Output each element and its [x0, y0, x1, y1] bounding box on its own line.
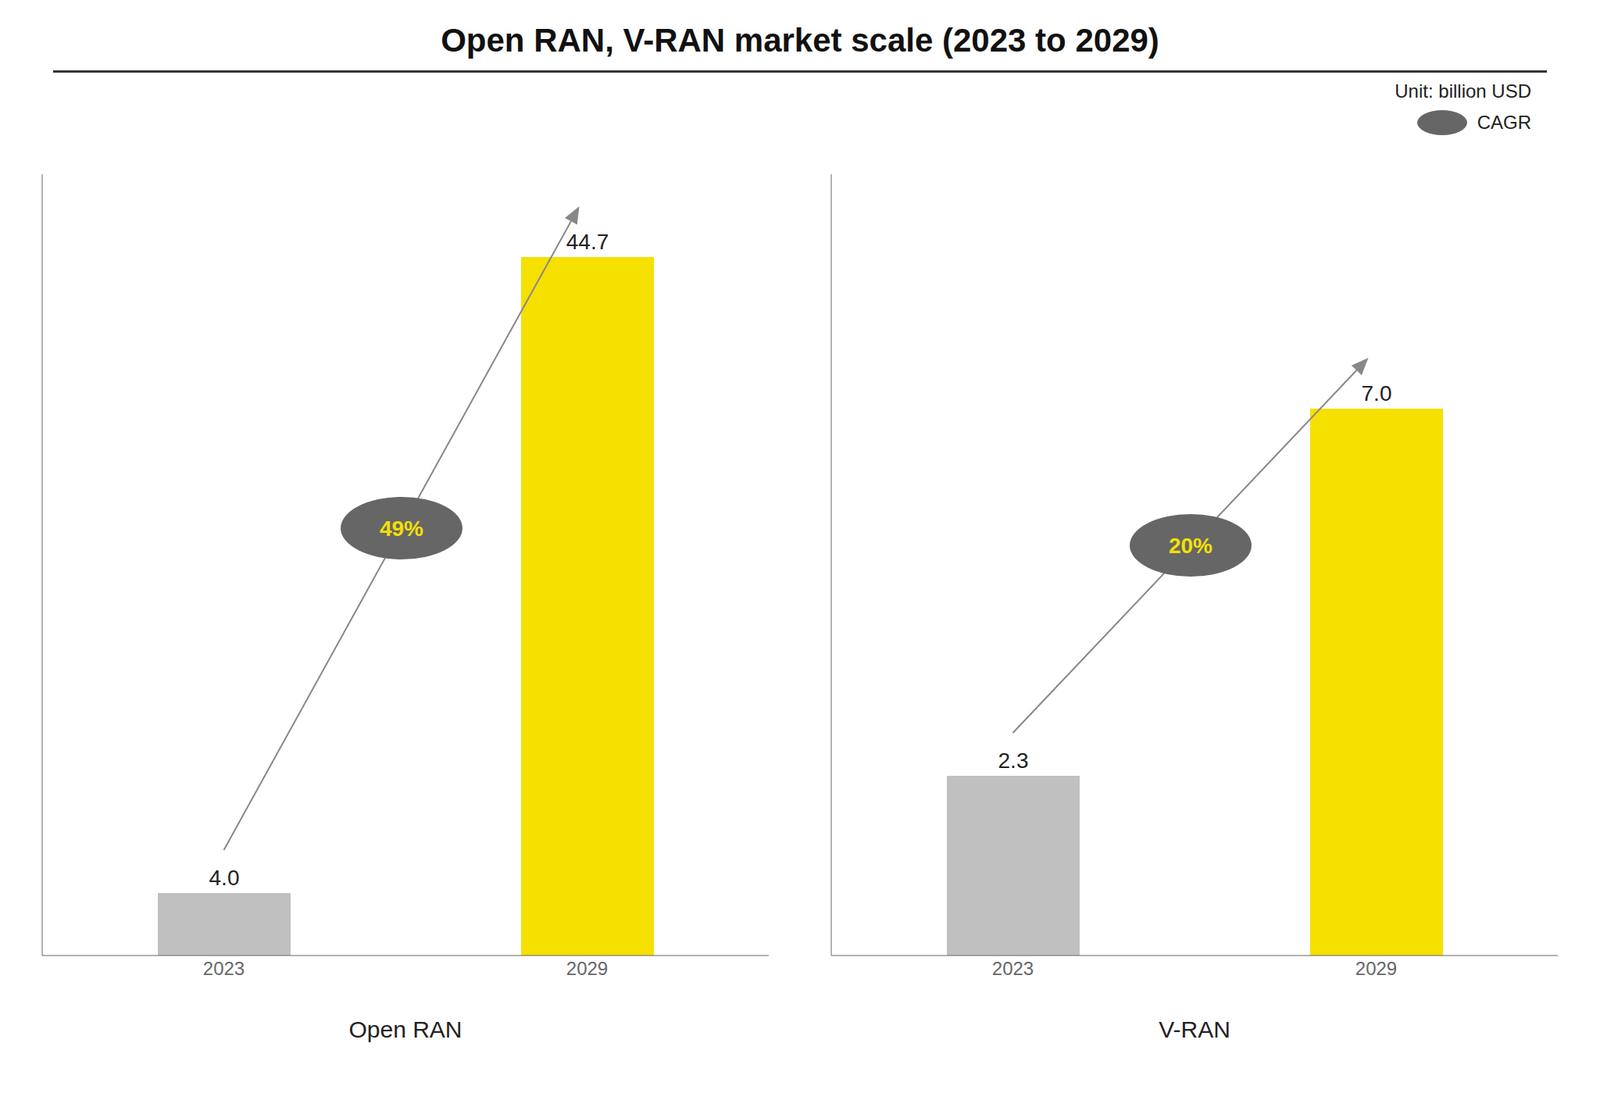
svg-text:V-RAN: V-RAN: [1158, 1016, 1231, 1043]
svg-text:7.0: 7.0: [1361, 381, 1393, 406]
svg-text:2029: 2029: [1355, 957, 1397, 979]
svg-text:2029: 2029: [566, 957, 608, 979]
svg-text:2023: 2023: [992, 957, 1034, 979]
svg-text:44.7: 44.7: [566, 229, 610, 254]
html-text:CAGR: CAGR: [1477, 111, 1532, 133]
html-text:Open RAN, V-RAN market scale (: Open RAN, V-RAN market scale (2023 to 20…: [440, 21, 1160, 59]
svg-text:20%: 20%: [1168, 533, 1213, 558]
html-text:Unit: billion USD: Unit: billion USD: [1394, 80, 1532, 102]
svg-text:2.3: 2.3: [998, 748, 1029, 773]
svg-text:4.0: 4.0: [209, 865, 240, 890]
svg-text:49%: 49%: [379, 516, 424, 541]
svg-text:2023: 2023: [203, 957, 245, 979]
svg-text:Open RAN: Open RAN: [348, 1016, 462, 1043]
